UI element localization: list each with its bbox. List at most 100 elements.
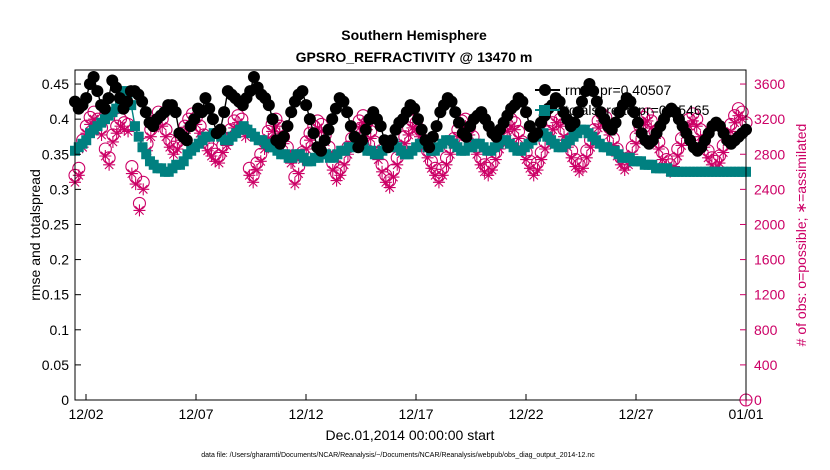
- assimilated-obs-point: [213, 157, 226, 170]
- possible-obs-point: [432, 168, 446, 182]
- assimilated-obs-point: [167, 148, 180, 161]
- possible-obs-point: [106, 128, 120, 142]
- assimilated-obs-point: [364, 132, 377, 145]
- possible-obs-point: [246, 168, 260, 182]
- x-axis-label: Dec.01,2014 00:00:00 start: [326, 427, 495, 443]
- rmse-point: [374, 120, 387, 133]
- assimilated-obs-point: [159, 130, 172, 143]
- x-tick-label: 12/02: [68, 406, 103, 422]
- rmse-point: [199, 92, 212, 105]
- rmse-point: [385, 134, 398, 147]
- rmse-point: [318, 134, 331, 147]
- assimilated-obs-point: [269, 120, 282, 133]
- rmse-point: [322, 123, 335, 136]
- y-right-tick-label: 2800: [754, 146, 785, 162]
- rmse-point: [87, 71, 100, 84]
- assimilated-obs-point: [387, 171, 400, 184]
- assimilated-obs-point: [288, 178, 301, 191]
- assimilated-obs-point: [512, 132, 525, 145]
- assimilated-obs-point: [133, 204, 146, 217]
- assimilated-obs-point: [622, 158, 635, 171]
- assimilated-obs-point: [228, 121, 241, 134]
- assimilated-obs-point: [429, 169, 442, 182]
- assimilated-obs-point: [194, 127, 207, 140]
- assimilated-obs-point: [326, 164, 339, 177]
- y-left-tick-label: 0.4: [50, 111, 70, 127]
- y-left-tick-label: 0.35: [42, 146, 69, 162]
- plot-frame: [74, 69, 747, 401]
- rmse-point: [329, 102, 342, 115]
- rmse-point: [136, 95, 149, 108]
- assimilated-obs-point: [129, 178, 142, 191]
- rmse-point: [415, 123, 428, 136]
- rmse-point: [344, 120, 357, 133]
- assimilated-obs-point: [618, 164, 631, 177]
- y-axis-left-label: rmse and totalspread: [27, 169, 43, 301]
- assimilated-obs-point: [683, 120, 696, 133]
- assimilated-obs-point: [486, 164, 499, 177]
- assimilated-obs-point: [300, 142, 313, 155]
- possible-obs-point: [102, 151, 116, 165]
- y-left-tick-label: 0.1: [50, 322, 70, 338]
- x-tick-label: 12/27: [618, 406, 653, 422]
- assimilated-obs-point: [171, 142, 184, 155]
- rmse-point: [575, 95, 588, 108]
- assimilated-obs-point: [144, 130, 157, 143]
- chart-subtitle: GPSRO_REFRACTIVITY @ 13470 m: [296, 49, 533, 65]
- possible-obs-point: [72, 161, 86, 175]
- assimilated-obs-point: [523, 162, 536, 175]
- rmse-point: [523, 120, 536, 133]
- assimilated-obs-point: [508, 123, 521, 136]
- assimilated-obs-point: [535, 153, 548, 166]
- rmse-point: [587, 85, 600, 98]
- assimilated-obs-point: [554, 120, 567, 133]
- rmse-point: [452, 116, 465, 129]
- rmse-point: [102, 92, 115, 105]
- possible-obs-point: [87, 105, 101, 119]
- axis-ticks: 12/02 12/07 12/12 12/17 12/22 12/27 01/0100.05…: [42, 76, 786, 422]
- rmse-point: [445, 95, 458, 108]
- rmse-point: [139, 106, 152, 119]
- rmse-point: [203, 102, 216, 115]
- assimilated-obs-point: [584, 141, 597, 154]
- possible-obs-point: [640, 107, 654, 121]
- possible-obs-point: [254, 147, 268, 161]
- rmse-point: [359, 123, 372, 136]
- assimilated-obs-point: [520, 153, 533, 166]
- possible-obs-point: [572, 158, 586, 172]
- assimilated-obs-point: [702, 151, 715, 164]
- legend-spread-label: totalspread pr=0.35465: [565, 102, 710, 118]
- rmse-point: [266, 113, 279, 126]
- rmse-point: [262, 99, 275, 112]
- rmse-point: [590, 95, 603, 108]
- rmse-point: [449, 106, 462, 119]
- assimilated-obs-point: [383, 181, 396, 194]
- possible-obs-point: [731, 102, 745, 116]
- rmse-point: [628, 106, 641, 119]
- assimilated-obs-point: [546, 123, 559, 136]
- spread-point: [178, 156, 189, 167]
- rmse-point: [631, 116, 644, 129]
- assimilated-obs-point: [592, 121, 605, 134]
- assimilated-obs-point: [569, 160, 582, 173]
- assimilated-obs-point: [357, 116, 370, 129]
- rmse-point: [188, 113, 201, 126]
- rmse-point: [80, 92, 93, 105]
- assimilated-obs-point: [425, 162, 438, 175]
- assimilated-obs-point: [671, 150, 684, 163]
- assimilated-obs-point: [125, 167, 138, 180]
- assimilated-obs-point: [220, 139, 233, 152]
- possible-obs-point: [132, 196, 146, 210]
- x-tick-label: 12/22: [508, 406, 543, 422]
- rmse-point: [341, 106, 354, 119]
- assimilated-obs-point: [728, 116, 741, 129]
- assimilated-obs-point: [413, 130, 426, 143]
- assimilated-obs-point: [398, 137, 411, 150]
- assimilated-obs-point: [330, 174, 343, 187]
- footnote: data file: /Users/gharamti/Documents/NCA…: [201, 452, 595, 459]
- y-right-tick-label: 1200: [754, 287, 785, 303]
- assimilated-obs-point: [652, 142, 665, 155]
- series-filled-circle: [69, 71, 752, 157]
- assimilated-obs-point: [334, 169, 347, 182]
- assimilated-obs-point: [103, 158, 116, 171]
